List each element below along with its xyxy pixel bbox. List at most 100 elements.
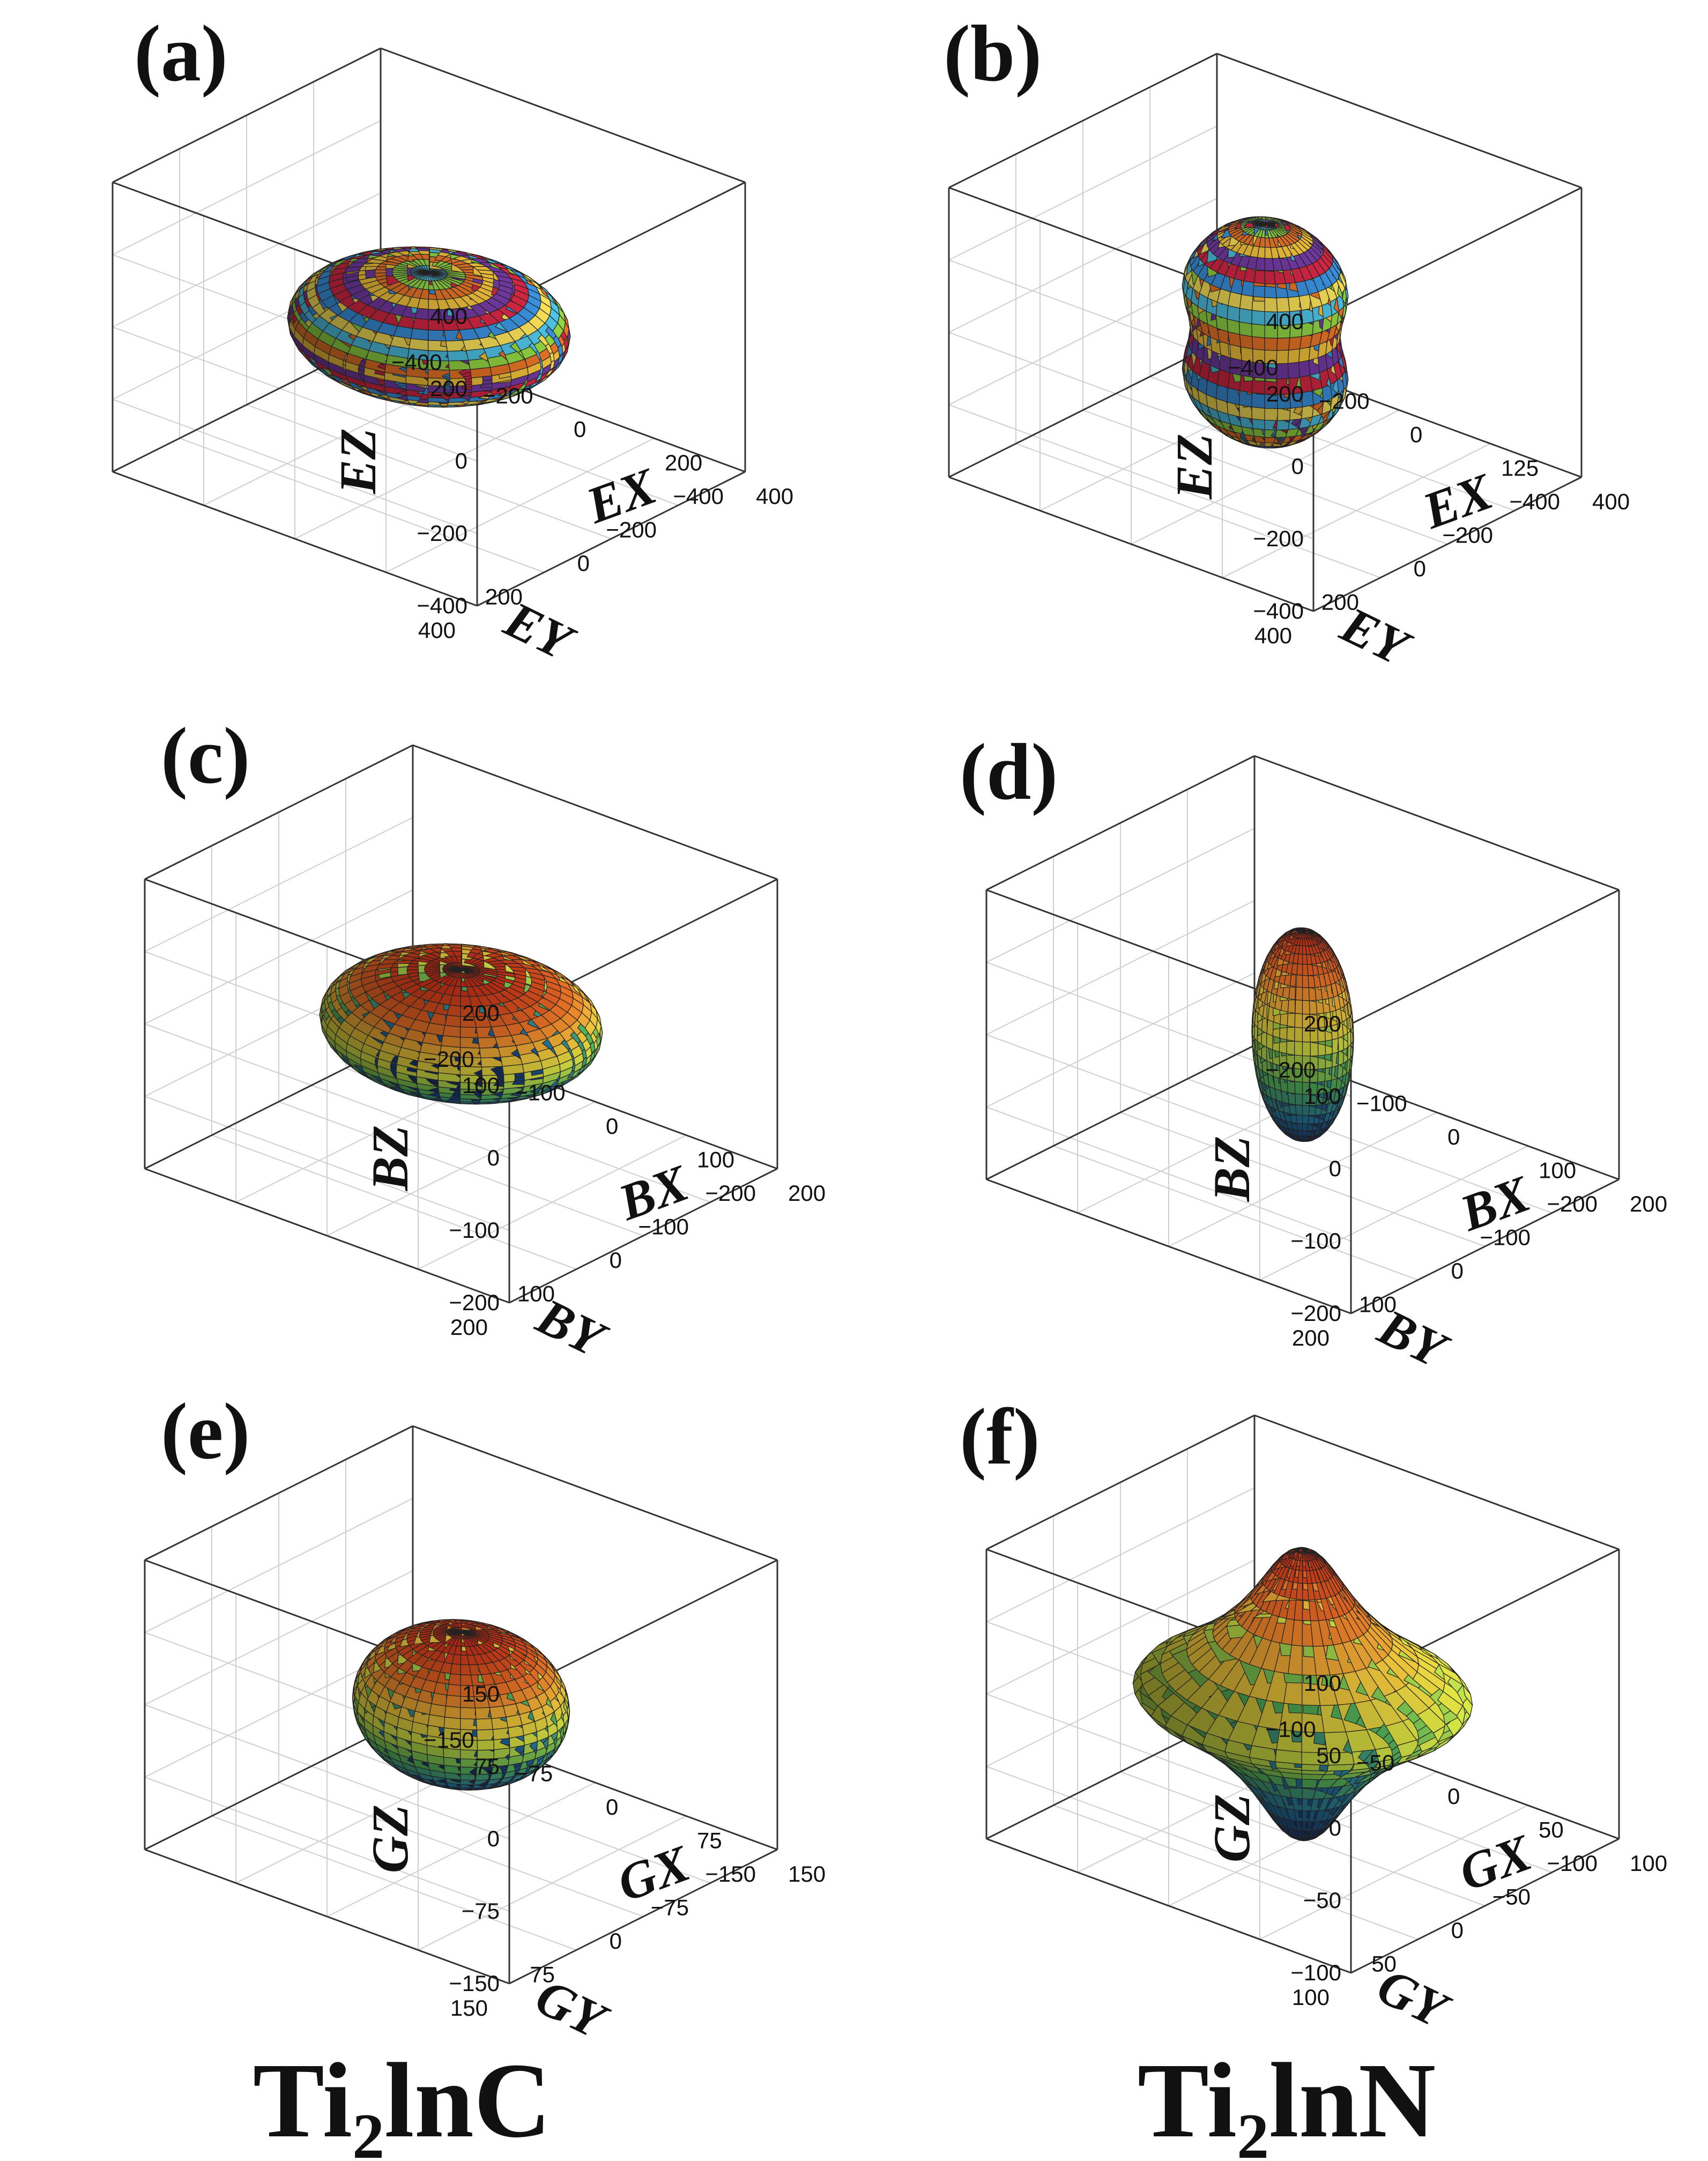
z-tick-label: 200 bbox=[1266, 381, 1304, 406]
surface-facet bbox=[1294, 1027, 1303, 1043]
grid-line bbox=[112, 120, 381, 255]
surface-facet bbox=[1264, 337, 1278, 351]
z-axis-title: EZ bbox=[329, 428, 387, 495]
z-tick-label: 0 bbox=[1291, 454, 1304, 479]
y-tick-label: 0 bbox=[577, 551, 590, 576]
x-tick-label: −400 bbox=[391, 350, 442, 375]
x-tick-label: 200 bbox=[788, 1180, 826, 1206]
surface-facet bbox=[1295, 1104, 1303, 1116]
grid-line bbox=[385, 437, 655, 573]
surface-facet bbox=[1298, 346, 1311, 363]
surface-facet bbox=[445, 1695, 461, 1708]
y-tick-label: 0 bbox=[1414, 556, 1426, 581]
y-tick-label: 200 bbox=[1292, 1325, 1330, 1350]
panel-a: −400−20002004004002000−200−400−400−20002… bbox=[112, 9, 793, 672]
z-axis-title: BZ bbox=[361, 1125, 419, 1192]
surface-facet bbox=[1294, 1041, 1303, 1056]
surface-facet bbox=[1251, 392, 1265, 409]
surface-facet bbox=[460, 1707, 477, 1720]
y-tick-label: 0 bbox=[1451, 1258, 1464, 1283]
surface-facet bbox=[442, 1025, 461, 1038]
x-tick-label: 0 bbox=[606, 1113, 618, 1139]
surface-facet bbox=[410, 328, 429, 341]
panel-label: (c) bbox=[161, 711, 250, 800]
box-edge bbox=[112, 471, 478, 607]
surface-facet bbox=[1298, 945, 1303, 955]
x-tick-label: 100 bbox=[1539, 1158, 1576, 1183]
surface-facet bbox=[1297, 1130, 1303, 1137]
surface-facet bbox=[1253, 269, 1266, 284]
surface-facet bbox=[1295, 986, 1303, 1001]
surface-facet bbox=[477, 1739, 495, 1751]
surface-facet bbox=[476, 1718, 494, 1731]
surface-facet bbox=[1286, 1039, 1295, 1056]
z-axis-title: EZ bbox=[1165, 434, 1223, 500]
surface-facet bbox=[1255, 257, 1266, 271]
grid-line bbox=[112, 326, 478, 462]
z-tick-label: 100 bbox=[1304, 1083, 1341, 1109]
surface-facet bbox=[1251, 323, 1265, 338]
surface-facet bbox=[476, 1729, 494, 1741]
surface-facet bbox=[1287, 998, 1296, 1014]
surface-facet bbox=[448, 1673, 461, 1686]
surface-facet bbox=[1294, 1013, 1303, 1028]
surface-facet bbox=[409, 338, 429, 351]
x-tick-label: −100 bbox=[515, 1080, 566, 1105]
z-tick-label: −200 bbox=[1290, 1301, 1341, 1326]
x-tick-label: 0 bbox=[574, 417, 586, 442]
z-tick-label: −400 bbox=[417, 593, 467, 618]
surface-facet bbox=[1287, 1012, 1296, 1028]
grid-line bbox=[246, 404, 612, 539]
panel-label: (b) bbox=[944, 9, 1042, 98]
x-tick-label: 400 bbox=[1592, 489, 1630, 514]
z-tick-label: −200 bbox=[449, 1290, 500, 1315]
surface-facet bbox=[1241, 280, 1255, 297]
surface-facet bbox=[1298, 360, 1311, 378]
z-tick-label: 400 bbox=[1266, 309, 1304, 334]
x-tick-label: −200 bbox=[1265, 1057, 1316, 1082]
surface-facet bbox=[1251, 406, 1265, 421]
surface-facet bbox=[1294, 1081, 1303, 1095]
surface-facet bbox=[1302, 1041, 1311, 1057]
x-tick-label: −100 bbox=[1356, 1091, 1407, 1116]
z-tick-label: −100 bbox=[449, 1217, 500, 1243]
surface-facet bbox=[1287, 362, 1301, 379]
z-tick-label: 200 bbox=[1304, 1011, 1341, 1036]
surface-facet bbox=[447, 944, 462, 948]
x-tick-label: 400 bbox=[756, 484, 793, 509]
surface-facet bbox=[412, 317, 429, 331]
surface-facet bbox=[1276, 337, 1290, 351]
surface-facet bbox=[1251, 418, 1265, 430]
surface-facet bbox=[1264, 270, 1276, 285]
panel-label: (a) bbox=[134, 9, 228, 98]
surface-facet bbox=[1296, 974, 1303, 988]
y-tick-label: −200 bbox=[1547, 1191, 1598, 1216]
z-tick-label: −200 bbox=[417, 521, 467, 546]
panel-label: (d) bbox=[960, 727, 1058, 816]
surface-facet bbox=[492, 1727, 510, 1741]
surface-facet bbox=[1286, 1025, 1295, 1042]
y-tick-label: −400 bbox=[673, 484, 724, 509]
x-tick-label: 200 bbox=[665, 450, 702, 476]
box-edge bbox=[477, 471, 746, 607]
surface-facet bbox=[1239, 334, 1253, 350]
surface-facet bbox=[1302, 1115, 1310, 1125]
y-tick-label: −400 bbox=[1509, 489, 1560, 514]
y-tick-label: 0 bbox=[610, 1247, 622, 1273]
surface-facet bbox=[1238, 308, 1253, 324]
surface-facet bbox=[1266, 1019, 1274, 1037]
x-tick-label: 100 bbox=[697, 1147, 734, 1172]
x-tick-label: −200 bbox=[482, 383, 533, 409]
surface-facet bbox=[1238, 321, 1253, 337]
surface-facet bbox=[444, 1014, 461, 1028]
x-tick-label: −200 bbox=[1319, 389, 1370, 414]
surface-facet bbox=[1251, 310, 1265, 326]
y-tick-label: 400 bbox=[418, 618, 456, 643]
z-tick-label: 400 bbox=[430, 303, 467, 329]
surface-facet bbox=[450, 1663, 462, 1675]
box-edge bbox=[112, 47, 381, 183]
z-tick-label: 200 bbox=[430, 376, 467, 401]
x-tick-label: 0 bbox=[1447, 1124, 1460, 1149]
